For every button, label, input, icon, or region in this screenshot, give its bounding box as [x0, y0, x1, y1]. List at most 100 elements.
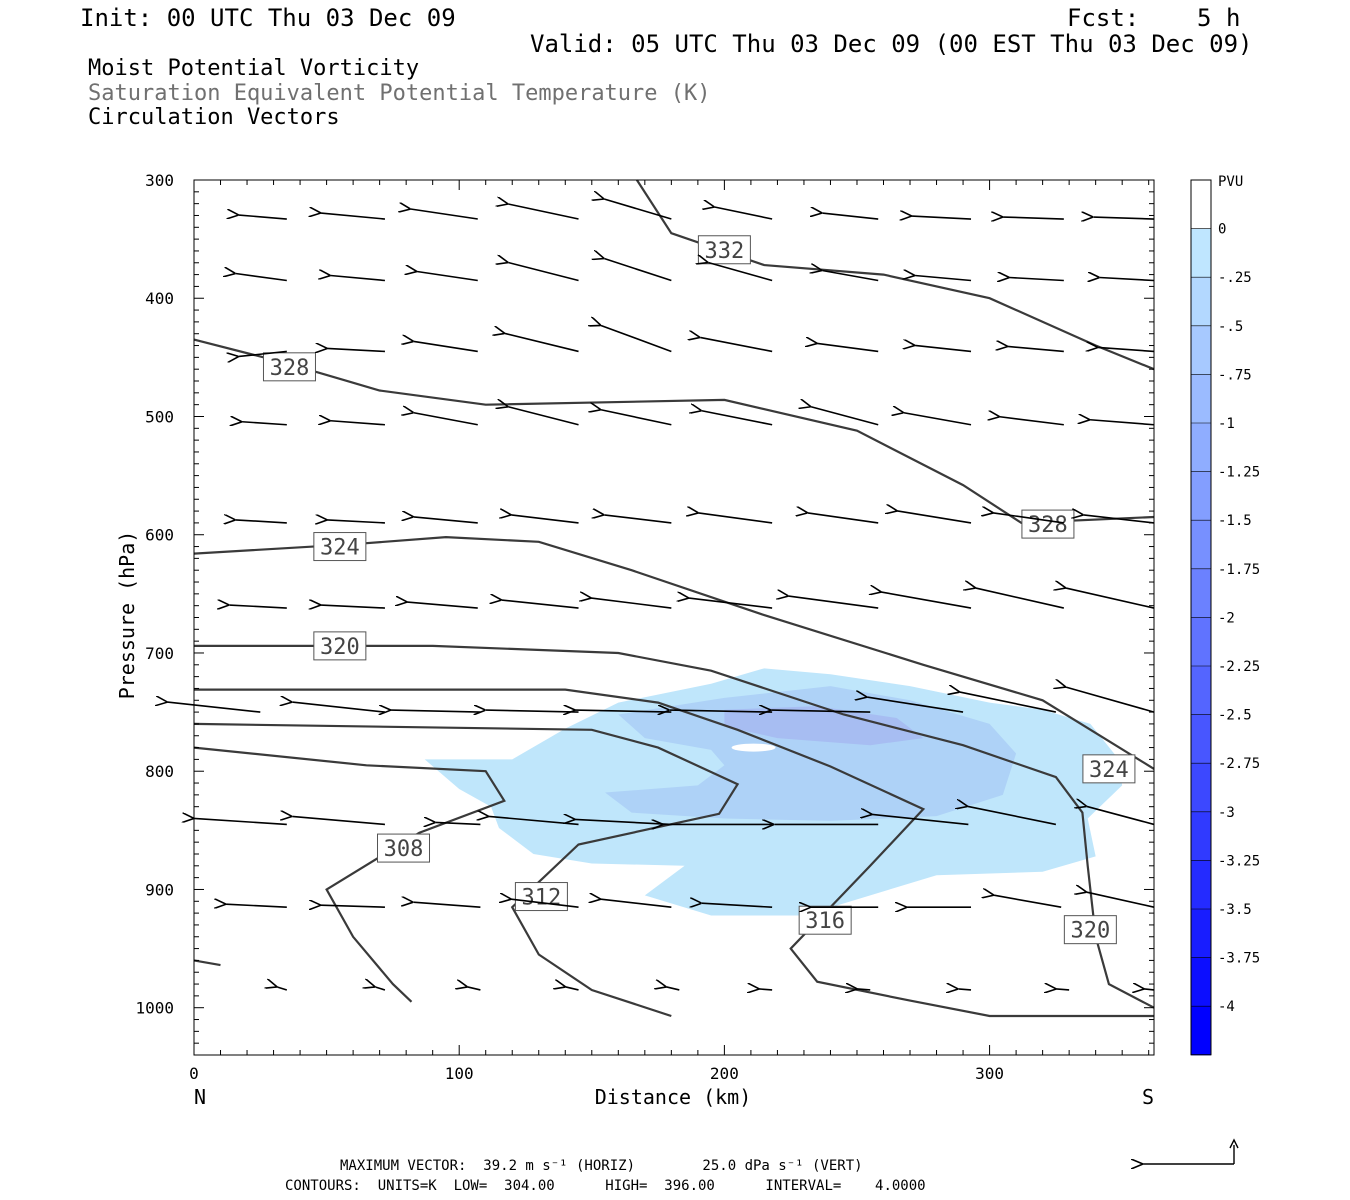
reference-vector-icon [1143, 1138, 1239, 1164]
circulation-vector [822, 271, 879, 282]
x-tick-label: 300 [975, 1064, 1004, 1083]
colorbar-band [1191, 811, 1211, 861]
circulation-vector [915, 276, 972, 282]
circulation-vector [976, 588, 1065, 609]
circulation-vector [708, 263, 773, 282]
theta-contour-layer: 332 328 328 324 324 320 320 316 312 308 [193, 179, 1155, 1018]
colorbar-band [1191, 228, 1211, 278]
circulation-vector [575, 710, 672, 712]
circulation-vector [292, 702, 386, 713]
contour-label: 332 [705, 239, 745, 264]
circulation-vector [321, 213, 386, 220]
circulation-vector [601, 410, 672, 426]
field-title-vectors: Circulation Vectors [88, 105, 340, 130]
y-tick-label: 400 [145, 289, 174, 308]
circulation-vector [508, 204, 579, 220]
circulation-vector [1009, 278, 1064, 281]
circulation-vector [511, 515, 579, 524]
valid-time: Valid: 05 UTC Thu 03 Dec 09 (00 EST Thu … [530, 30, 1253, 58]
circulation-vector [331, 276, 386, 282]
circulation-vector [1008, 346, 1064, 353]
circulation-vector [1100, 278, 1155, 281]
circulation-vector [960, 692, 1057, 713]
theta-contour-extra [193, 959, 221, 967]
colorbar-tick-label: -2.75 [1218, 756, 1260, 772]
colorbar: PVU 0 -.25 -.5 -.75 -1 -1.25 -1.5 -1.75 -2 -2.25 -2… [1190, 174, 1260, 1056]
colorbar-tick-label: -1.25 [1218, 465, 1260, 481]
circulation-vector [702, 903, 773, 907]
colorbar-band [1191, 180, 1211, 230]
circulation-vector [808, 513, 879, 524]
circulation-vector [1003, 217, 1064, 219]
circulation-vector [436, 822, 481, 824]
circulation-vector [413, 902, 481, 908]
circulation-vector [1066, 588, 1155, 609]
x-tick-label: 0 [189, 1064, 199, 1083]
circulation-vector [327, 348, 385, 351]
contour-label: 324 [1089, 758, 1129, 783]
circulation-vector [702, 411, 773, 426]
circulation-vector [1093, 217, 1155, 219]
circulation-vector [1087, 892, 1155, 908]
colorbar-band [1191, 568, 1211, 618]
theta-contour-328 [193, 338, 1155, 525]
contour-label-box [262, 352, 316, 382]
circulation-vector [715, 207, 773, 220]
circulation-vector [968, 806, 1057, 826]
circulation-vector [604, 259, 672, 282]
contour-label: 324 [320, 536, 360, 561]
contour-label: 320 [1070, 919, 1110, 944]
circulation-vector [601, 899, 672, 908]
circulation-vector [508, 263, 579, 282]
circulation-vector [670, 710, 773, 712]
circulation-vector [604, 199, 672, 220]
circulation-vector [321, 905, 385, 907]
circulation-vector [915, 345, 972, 353]
colorbar-band [1191, 374, 1211, 424]
contour-label-box [1021, 509, 1075, 539]
circulation-vector [194, 818, 287, 826]
circulation-vector [417, 272, 478, 282]
circulation-vector [1098, 347, 1155, 351]
theta-contour-316 [194, 688, 1154, 1018]
circulation-vector [505, 333, 579, 353]
colorbar-unit: PVU [1218, 174, 1243, 190]
circulation-vector [239, 350, 287, 356]
circulation-vector [414, 341, 478, 353]
axis-ticks: 300 400 500 600 700 800 900 1000 0 100 200 300 [135, 171, 1154, 1083]
colorbar-band [1191, 1006, 1211, 1056]
circulation-vector [566, 987, 579, 991]
circulation-vector [771, 710, 871, 712]
circulation-vector [811, 407, 879, 426]
circulation-vector [321, 605, 385, 608]
circulation-vector [897, 511, 972, 524]
colorbar-tick-label: -.75 [1218, 367, 1252, 383]
colorbar-tick-label: -1.5 [1218, 513, 1252, 529]
circulation-vector [391, 710, 481, 712]
theta-contour-308 [193, 746, 506, 1003]
circulation-vector [667, 987, 680, 991]
y-tick-label: 800 [145, 762, 174, 781]
init-time: Init: 00 UTC Thu 03 Dec 09 [80, 4, 456, 32]
colorbar-tick-label: 0 [1218, 222, 1226, 238]
circulation-vector [1144, 989, 1155, 990]
circulation-vector [1090, 420, 1155, 426]
circulation-vector [411, 209, 478, 220]
circulation-vector [699, 513, 773, 524]
circulation-vector [1056, 989, 1070, 990]
contour-label: 320 [320, 635, 360, 660]
north-label: N [194, 1085, 206, 1109]
colorbar-tick-label: -.25 [1218, 270, 1252, 286]
circulation-vector [375, 987, 386, 991]
circulation-vector [604, 515, 672, 524]
colorbar-band [1191, 763, 1211, 813]
circulation-vector [407, 602, 478, 609]
circulation-vector [239, 215, 287, 220]
circulation-vector [958, 989, 972, 990]
circulation-vector [236, 520, 287, 523]
contour-label: 312 [522, 886, 562, 911]
circulation-vector [508, 407, 579, 426]
colorbar-tick-label: -1.75 [1218, 562, 1260, 578]
field-title-mpv: Moist Potential Vorticity [88, 56, 420, 81]
circulation-vector [242, 422, 287, 425]
